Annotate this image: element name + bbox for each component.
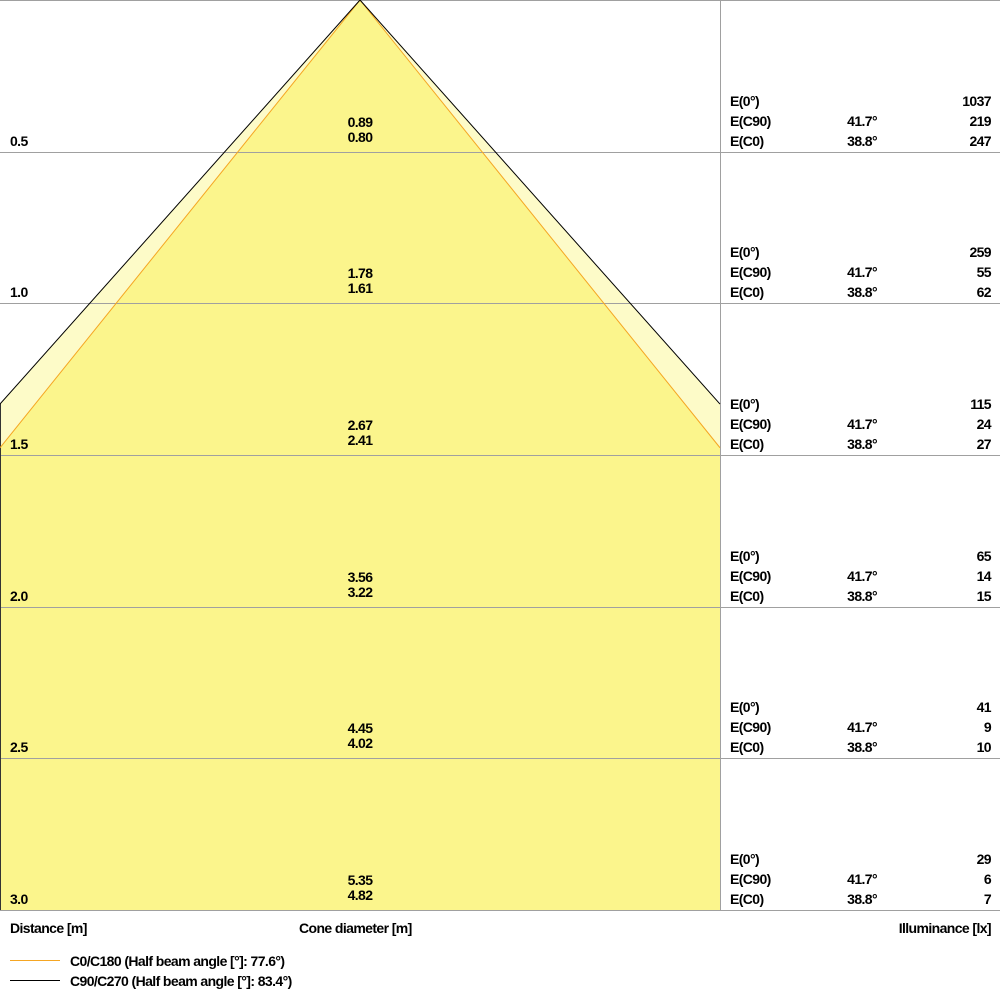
ec90-angle: 41.7° bbox=[847, 264, 877, 280]
ec0-angle: 38.8° bbox=[847, 891, 877, 907]
ec0-value: 7 bbox=[983, 891, 992, 907]
distance-label: 2.0 bbox=[10, 588, 28, 604]
e0-value: 29 bbox=[976, 851, 992, 867]
ec90-angle: 41.7° bbox=[847, 871, 877, 887]
cone-diameter-c0: 4.82 bbox=[347, 887, 373, 903]
ec0-label: E(C0) bbox=[730, 891, 764, 907]
cone-diameter-axis-label: Cone diameter [m] bbox=[299, 920, 412, 936]
ec90-angle: 41.7° bbox=[847, 113, 877, 129]
ec90-angle: 41.7° bbox=[847, 416, 877, 432]
e0-label: E(0°) bbox=[730, 851, 760, 867]
distance-label: 1.0 bbox=[10, 284, 28, 300]
cone-diameter-c90: 2.67 bbox=[347, 417, 373, 433]
cone-diameter-c0: 4.02 bbox=[347, 735, 373, 751]
ec0-label: E(C0) bbox=[730, 739, 764, 755]
ec0-angle: 38.8° bbox=[847, 436, 877, 452]
e0-value: 115 bbox=[970, 396, 991, 412]
ec0-angle: 38.8° bbox=[847, 284, 877, 300]
legend-c0-label: C0/C180 (Half beam angle [°]: 77.6°) bbox=[70, 953, 285, 969]
ec0-angle: 38.8° bbox=[847, 133, 877, 149]
illuminance-axis-label: Illuminance [lx] bbox=[898, 920, 992, 936]
distance-label: 3.0 bbox=[10, 891, 28, 907]
ec90-label: E(C90) bbox=[730, 416, 771, 432]
distance-axis-label: Distance [m] bbox=[10, 920, 87, 936]
ec0-label: E(C0) bbox=[730, 284, 764, 300]
e0-value: 259 bbox=[969, 244, 991, 260]
ec90-value: 55 bbox=[976, 264, 992, 280]
c0-beam-line bbox=[0, 0, 721, 449]
ec90-value: 14 bbox=[976, 568, 992, 584]
ec0-label: E(C0) bbox=[730, 588, 764, 604]
e0-label: E(0°) bbox=[730, 244, 760, 260]
ec90-value: 24 bbox=[976, 416, 992, 432]
e0-label: E(0°) bbox=[730, 699, 760, 715]
cone-diameter-c90: 4.45 bbox=[347, 720, 373, 736]
cone-diameter-c90: 0.89 bbox=[347, 114, 373, 130]
ec0-value: 10 bbox=[976, 739, 992, 755]
e0-value: 41 bbox=[976, 699, 992, 715]
ec0-angle: 38.8° bbox=[847, 588, 877, 604]
cone-diameter-c0: 0.80 bbox=[347, 129, 373, 145]
distance-label: 0.5 bbox=[10, 133, 28, 149]
ec0-value: 62 bbox=[976, 284, 992, 300]
ec0-label: E(C0) bbox=[730, 436, 764, 452]
ec90-value: 9 bbox=[983, 719, 992, 735]
ec0-value: 27 bbox=[976, 436, 992, 452]
e0-label: E(0°) bbox=[730, 548, 760, 564]
e0-label: E(0°) bbox=[730, 396, 760, 412]
cone-diameter-c90: 1.78 bbox=[347, 265, 373, 281]
c90-beam-line bbox=[0, 0, 721, 405]
ec90-label: E(C90) bbox=[730, 719, 771, 735]
legend-c90-label: C90/C270 (Half beam angle [°]: 83.4°) bbox=[70, 973, 292, 989]
cone-diameter-c90: 3.56 bbox=[347, 569, 373, 585]
cone-diameter-c90: 5.35 bbox=[347, 872, 373, 888]
ec0-angle: 38.8° bbox=[847, 739, 877, 755]
ec90-angle: 41.7° bbox=[847, 568, 877, 584]
ec90-value: 6 bbox=[983, 871, 992, 887]
distance-label: 1.5 bbox=[10, 436, 28, 452]
distance-label: 2.5 bbox=[10, 739, 28, 755]
cone-diameter-c0: 3.22 bbox=[347, 584, 373, 600]
cone-diameter-c0: 2.41 bbox=[347, 432, 373, 448]
e0-value: 65 bbox=[976, 548, 992, 564]
ec0-label: E(C0) bbox=[730, 133, 764, 149]
e0-label: E(0°) bbox=[730, 93, 760, 109]
ec90-angle: 41.7° bbox=[847, 719, 877, 735]
ec90-label: E(C90) bbox=[730, 264, 771, 280]
ec0-value: 15 bbox=[976, 588, 992, 604]
cone-diameter-c0: 1.61 bbox=[347, 280, 373, 296]
ec90-label: E(C90) bbox=[730, 871, 771, 887]
ec90-label: E(C90) bbox=[730, 113, 771, 129]
ec0-value: 247 bbox=[969, 133, 991, 149]
e0-value: 1037 bbox=[962, 93, 991, 109]
ec90-label: E(C90) bbox=[730, 568, 771, 584]
ec90-value: 219 bbox=[969, 113, 991, 129]
